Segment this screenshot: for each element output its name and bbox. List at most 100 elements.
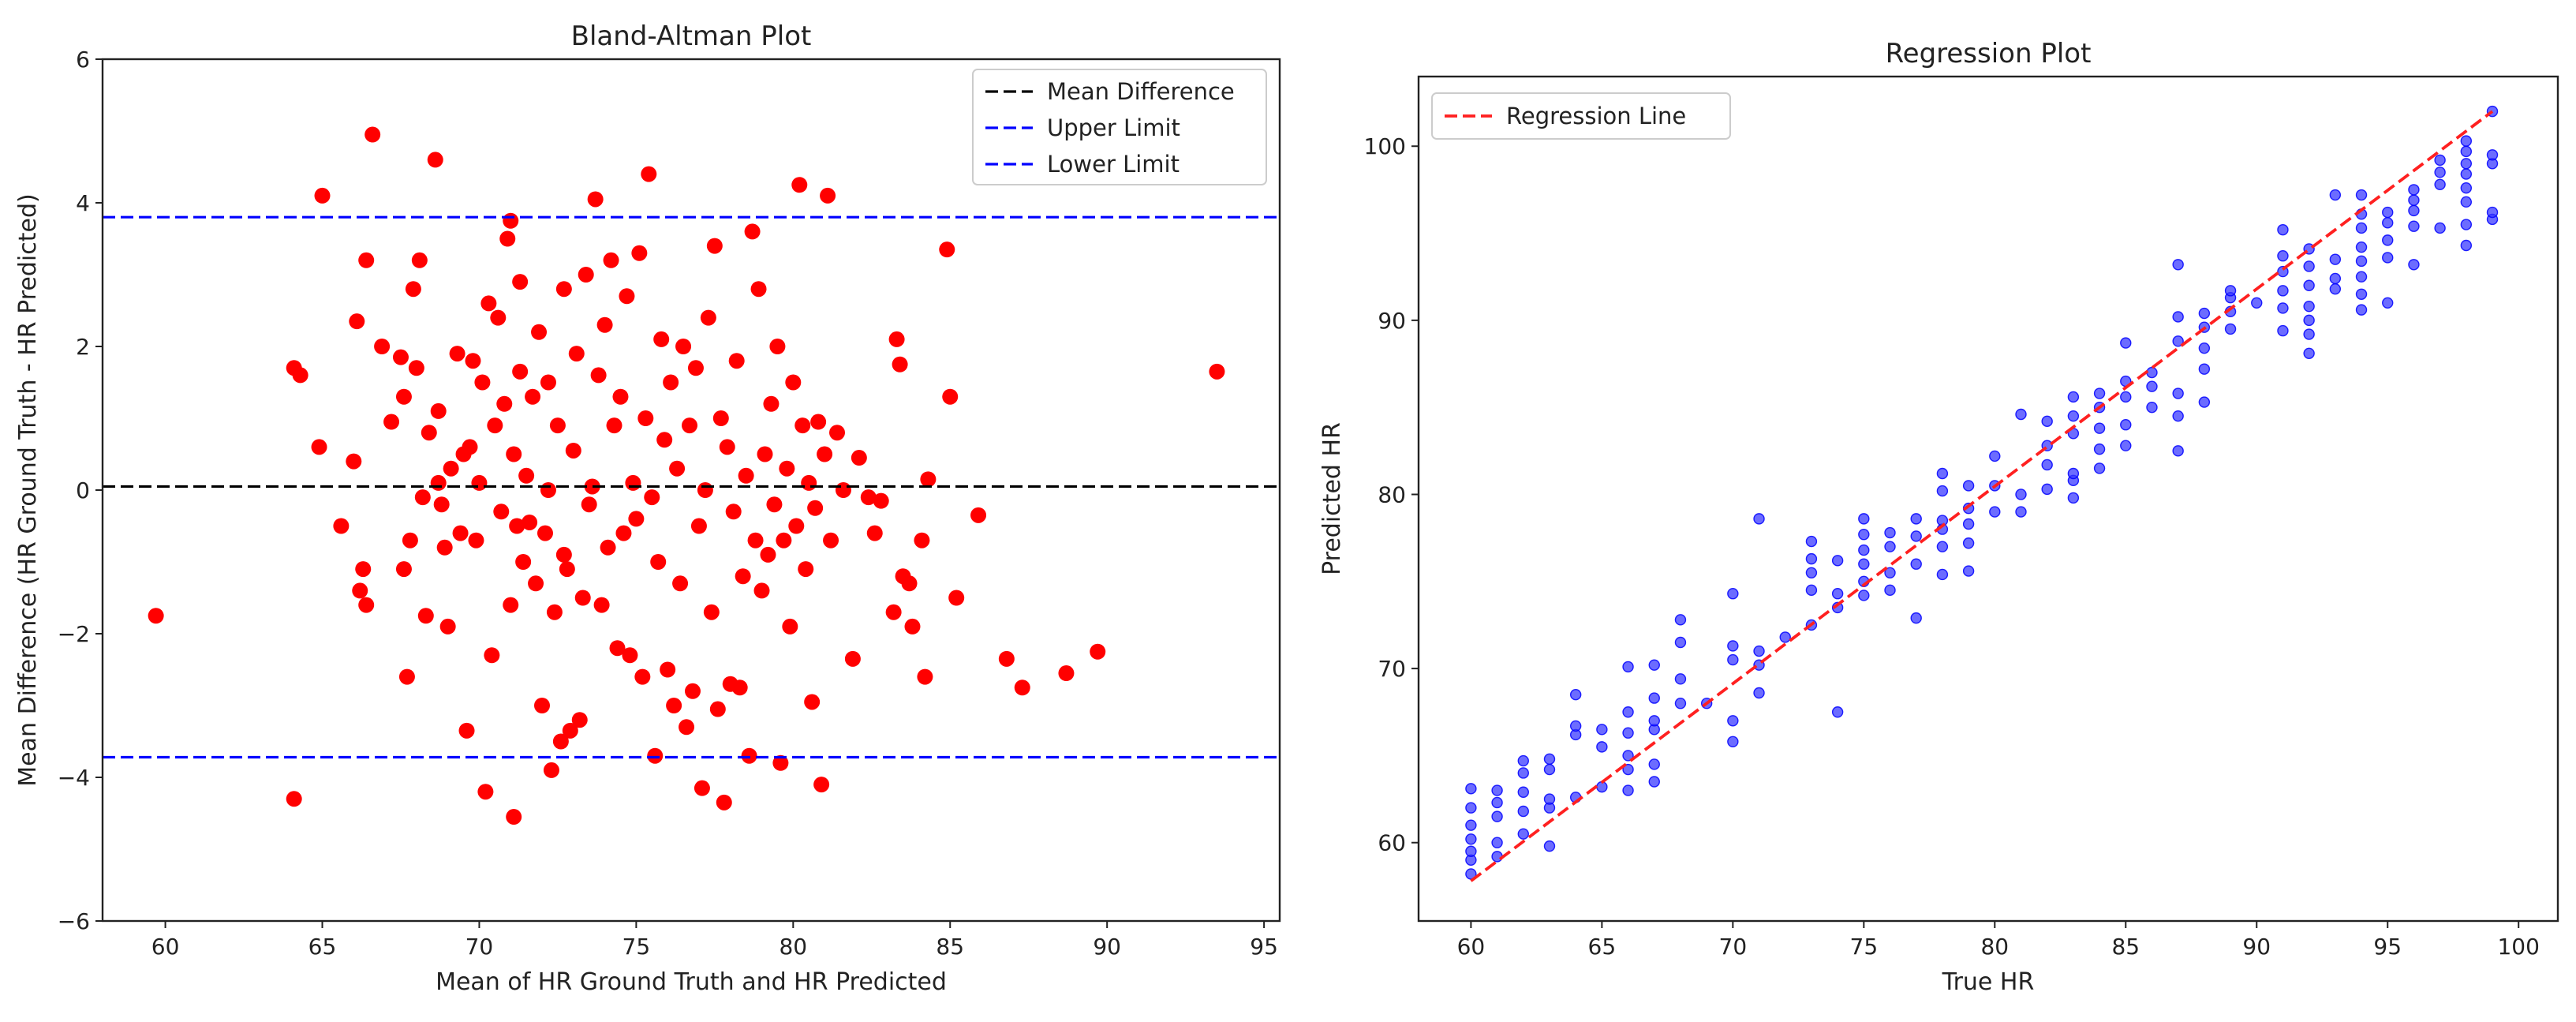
reg-data-point [1989, 450, 2001, 462]
reg-data-point [1962, 565, 1975, 577]
ba-data-point [587, 191, 604, 208]
ba-data-point [405, 281, 421, 298]
reg-data-point [1491, 851, 1503, 863]
reg-data-point [1858, 529, 1870, 541]
ba-data-point [581, 496, 597, 513]
reg-data-point [2303, 314, 2315, 327]
reg-data-point [1465, 845, 1477, 857]
ba-data-point [484, 647, 500, 664]
reg-data-point [2355, 255, 2368, 268]
ba-data-point [612, 388, 629, 405]
ba-data-point [690, 518, 707, 534]
ba-legend-label: Mean Difference [1047, 78, 1235, 105]
ba-data-point [656, 432, 673, 448]
reg-data-point [2303, 279, 2315, 291]
reg-y-tick-label: 60 [1378, 830, 1406, 856]
ba-data-point [477, 784, 494, 800]
ba-data-point [772, 754, 789, 771]
ba-data-point [383, 414, 400, 430]
ba-data-point [666, 698, 682, 713]
reg-data-point [1674, 673, 1687, 685]
reg-data-point [1674, 636, 1687, 649]
ba-data-point [675, 339, 692, 354]
ba-data-point [311, 439, 327, 455]
ba-x-tick-label: 75 [623, 934, 651, 960]
reg-legend-label: Regression Line [1506, 103, 1686, 129]
ba-data-point [525, 388, 541, 405]
reg-data-point [1622, 763, 1634, 776]
reg-data-point [1884, 541, 1896, 552]
reg-data-point [2120, 419, 2132, 431]
reg-x-tick-label: 90 [2242, 934, 2271, 960]
reg-data-point [1779, 631, 1791, 643]
reg-data-point [1962, 537, 1975, 549]
ba-x-tick-label: 80 [779, 934, 807, 960]
ba-data-point [537, 525, 553, 541]
ba-data-point [738, 467, 754, 484]
ba-data-point [904, 618, 921, 635]
reg-data-point [2251, 297, 2263, 309]
reg-data-point [1805, 535, 1818, 548]
ba-data-point [349, 313, 365, 330]
reg-data-point [2460, 182, 2473, 194]
reg-data-point [1831, 706, 1844, 718]
ba-data-point [694, 780, 710, 796]
ba-data-point [779, 460, 795, 477]
ba-data-point [522, 514, 538, 530]
ba-data-point [512, 274, 529, 290]
reg-data-point [2408, 184, 2420, 196]
reg-data-point [1517, 754, 1529, 767]
ba-data-point [365, 126, 381, 143]
ba-data-point [427, 152, 443, 168]
reg-data-point [1936, 485, 1949, 497]
ba-data-point [468, 532, 484, 548]
reg-data-point [2277, 285, 2289, 297]
ba-data-point [552, 733, 569, 750]
ba-chart: Bland-Altman Plot 60 65 70 75 80 85 90 95 6 4 2 0 −2 −… [14, 21, 1281, 996]
reg-data-point [2329, 272, 2342, 285]
reg-data-point [2172, 335, 2184, 347]
reg-data-point [1831, 588, 1844, 600]
reg-data-point [1465, 802, 1477, 814]
ba-data-point [766, 496, 783, 513]
ba-data-point [644, 489, 660, 506]
reg-data-point [2120, 391, 2132, 403]
reg-data-point [1936, 568, 1949, 581]
ba-data-point [593, 597, 610, 613]
ba-data-point [835, 482, 851, 498]
ba-x-axis-label: Mean of HR Ground Truth and HR Predicted [436, 968, 947, 996]
reg-y-tick-label: 90 [1378, 308, 1406, 334]
ba-data-point [496, 395, 513, 412]
ba-x-tick-label: 60 [151, 934, 180, 960]
reg-data-point [1648, 758, 1660, 770]
ba-data-point [650, 554, 667, 570]
reg-data-point [1884, 584, 1896, 597]
reg-data-point [1805, 567, 1818, 578]
ba-data-point [417, 608, 434, 624]
ba-data-point [487, 417, 503, 434]
reg-data-point [2067, 391, 2080, 403]
reg-data-point [2277, 223, 2289, 236]
reg-data-point [1622, 727, 1634, 739]
reg-data-point [1543, 840, 1556, 852]
ba-data-point [458, 722, 475, 739]
reg-x-tick-label: 60 [1457, 934, 1486, 960]
ba-data-point [509, 518, 525, 534]
reg-data-point [1517, 828, 1529, 840]
reg-data-point [2146, 401, 2158, 414]
reg-data-point [2460, 219, 2473, 230]
reg-data-point [1753, 513, 1765, 525]
reg-data-point [2198, 307, 2211, 320]
reg-data-point [2382, 297, 2394, 309]
ba-data-point [712, 410, 729, 426]
ba-data-point [914, 532, 930, 548]
reg-data-point [2329, 253, 2342, 265]
ba-data-point [474, 374, 491, 391]
ba-x-tick-label: 95 [1250, 934, 1278, 960]
reg-data-point [2093, 443, 2106, 455]
reg-data-point [2303, 347, 2315, 359]
ba-data-point [465, 353, 481, 369]
ba-data-point [741, 747, 757, 764]
reg-data-point [2382, 206, 2394, 219]
reg-data-point [2303, 301, 2315, 313]
